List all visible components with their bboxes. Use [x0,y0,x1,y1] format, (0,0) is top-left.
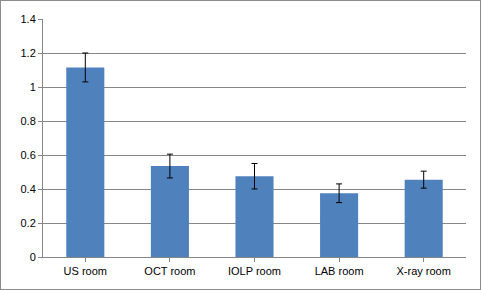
svg-text:1.4: 1.4 [21,13,36,25]
svg-text:0.4: 0.4 [21,183,36,195]
svg-text:US room: US room [64,265,107,277]
svg-text:0.6: 0.6 [21,149,36,161]
svg-text:1.2: 1.2 [21,47,36,59]
svg-text:0.2: 0.2 [21,217,36,229]
svg-text:0: 0 [30,251,36,263]
svg-text:LAB room: LAB room [315,265,364,277]
svg-text:0.8: 0.8 [21,115,36,127]
svg-text:1: 1 [30,81,36,93]
svg-text:X-ray room: X-ray room [396,265,450,277]
svg-text:OCT room: OCT room [144,265,195,277]
svg-text:IOLP room: IOLP room [228,265,281,277]
